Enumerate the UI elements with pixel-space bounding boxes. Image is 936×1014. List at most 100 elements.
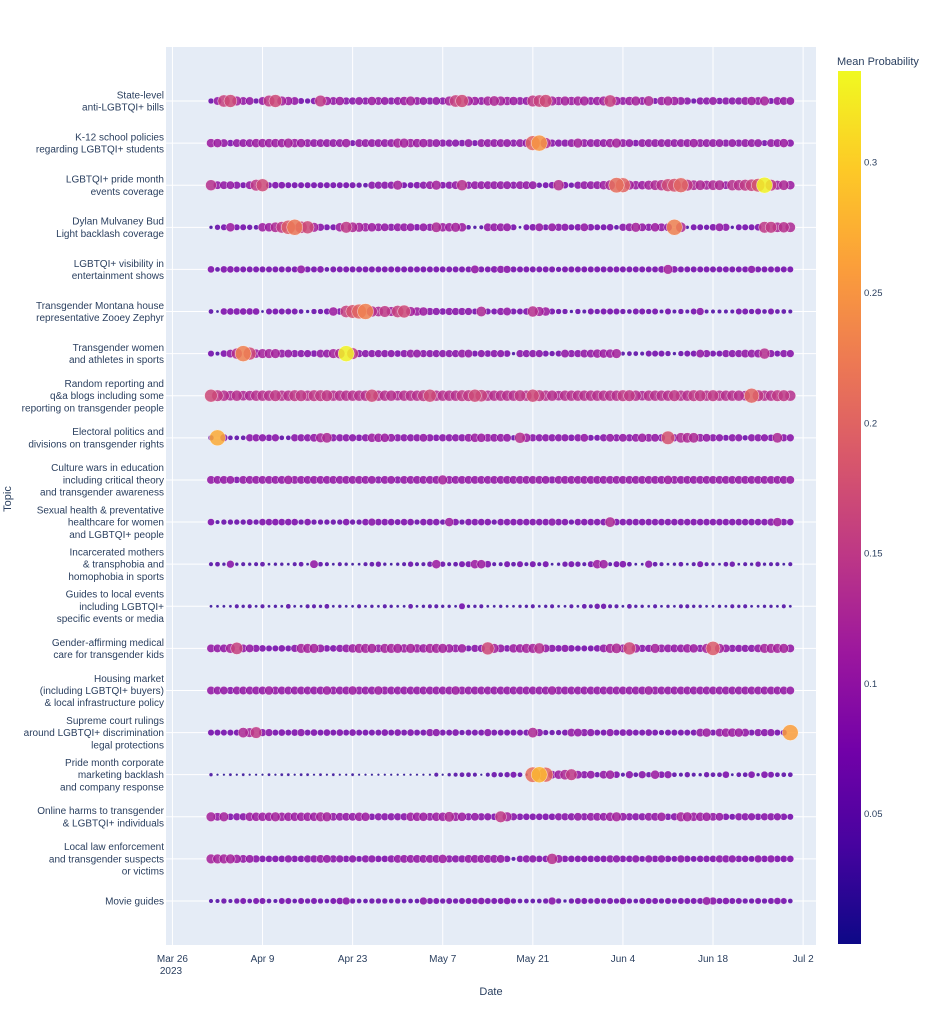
bubble-point	[677, 265, 685, 273]
bubble-point	[362, 898, 369, 904]
bubble-point	[314, 94, 327, 107]
bubble-point	[735, 308, 743, 315]
bubble-point	[774, 771, 781, 778]
bubble-point	[694, 389, 707, 402]
bubble-point	[207, 265, 215, 274]
bubble-point	[536, 898, 543, 904]
bubble-point	[618, 433, 628, 443]
bubble-point	[684, 309, 690, 314]
bubble-point	[433, 772, 439, 778]
y-tick-label-line: divisions on transgender rights	[28, 439, 164, 450]
bubble-point	[560, 223, 570, 232]
bubble-point	[409, 773, 413, 777]
bubble-point	[741, 855, 749, 863]
bubble-point	[227, 434, 234, 441]
bubble-point	[268, 94, 283, 108]
bubble-point	[733, 390, 745, 402]
bubble-point	[546, 390, 558, 402]
bubble-point	[531, 766, 548, 783]
bubble-point	[271, 265, 279, 273]
bubble-point	[380, 433, 390, 443]
bubble-point	[419, 729, 427, 737]
bubble-point	[320, 389, 333, 402]
bubble-point	[290, 518, 299, 526]
bubble-point	[735, 897, 743, 905]
bubble-point	[710, 562, 716, 567]
bubble-point	[278, 728, 286, 737]
bubble-point	[665, 604, 671, 609]
bubble-point	[337, 561, 343, 567]
bubble-point	[491, 561, 497, 567]
bubble-point	[581, 561, 587, 567]
bubble-point	[626, 308, 633, 315]
bubble-point	[580, 897, 588, 905]
bubble-point	[283, 475, 294, 485]
bubble-point	[603, 94, 617, 108]
colorbar-tick-label: 0.25	[864, 288, 883, 299]
bubble-point	[498, 561, 504, 567]
bubble-point	[357, 303, 374, 320]
bubble-point	[452, 897, 459, 905]
bubble-point	[542, 560, 550, 568]
bubble-point	[283, 349, 293, 358]
bubble-point	[734, 433, 743, 442]
bubble-point	[761, 897, 768, 905]
bubble-point	[678, 772, 684, 778]
bubble-point	[555, 729, 562, 736]
bubble-point	[573, 812, 583, 822]
bubble-point	[777, 389, 790, 402]
bubble-point	[722, 265, 730, 273]
bubble-point	[651, 265, 659, 273]
bubble-point	[305, 309, 310, 314]
bubble-point	[698, 604, 703, 609]
bubble-point	[344, 604, 349, 609]
bubble-point	[260, 603, 265, 609]
bubble-point	[728, 518, 737, 526]
bubble-point	[392, 643, 403, 654]
bubble-point	[701, 812, 712, 822]
bubble-point	[579, 222, 589, 232]
bubble-point	[587, 265, 595, 273]
bubble-point	[413, 518, 421, 526]
bubble-point	[400, 518, 408, 526]
bubble-point	[304, 181, 312, 189]
bubble-point	[696, 560, 704, 568]
bubble-point	[233, 434, 240, 441]
bubble-point	[522, 265, 530, 273]
bubble-point	[439, 897, 446, 905]
bubble-point	[711, 604, 715, 609]
bubble-point	[278, 265, 286, 273]
bubble-point	[292, 604, 297, 609]
bubble-point	[431, 138, 441, 148]
bubble-point	[658, 729, 665, 736]
bubble-point	[279, 562, 284, 567]
bubble-point	[214, 266, 221, 273]
bubble-point	[626, 561, 633, 568]
bubble-point	[786, 518, 795, 526]
bubble-point	[664, 350, 672, 357]
bubble-point	[664, 729, 672, 737]
bubble-point	[458, 729, 466, 736]
bubble-point	[742, 561, 748, 567]
bubble-point	[621, 604, 625, 609]
bubble-point	[511, 351, 516, 356]
bubble-point	[662, 95, 674, 107]
bubble-point	[476, 433, 487, 443]
bubble-point	[715, 518, 724, 526]
bubble-point	[323, 518, 331, 526]
bubble-point	[543, 604, 548, 609]
topic-series	[207, 516, 795, 528]
bubble-point	[611, 643, 622, 654]
bubble-point	[329, 897, 337, 905]
bubble-point	[600, 603, 607, 610]
bubble-point	[363, 773, 368, 777]
bubble-point	[503, 265, 512, 274]
bubble-point	[788, 604, 793, 609]
bubble-point	[535, 265, 543, 273]
bubble-point	[735, 265, 743, 273]
bubble-point	[329, 181, 337, 189]
bubble-point	[349, 181, 357, 189]
bubble-point	[413, 265, 421, 273]
bubble-point	[502, 180, 512, 190]
bubble-point	[510, 771, 517, 779]
